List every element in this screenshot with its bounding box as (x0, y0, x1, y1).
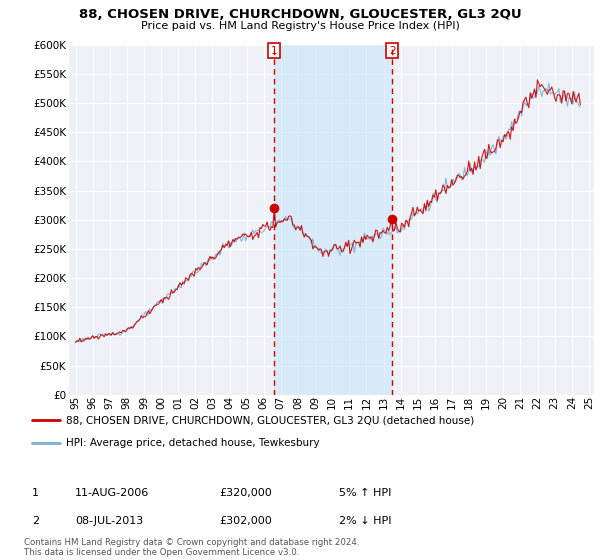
Text: £320,000: £320,000 (219, 488, 272, 498)
Text: 11-AUG-2006: 11-AUG-2006 (75, 488, 149, 498)
Text: 1: 1 (271, 45, 277, 55)
Text: Contains HM Land Registry data © Crown copyright and database right 2024.
This d: Contains HM Land Registry data © Crown c… (24, 538, 359, 557)
Text: 2% ↓ HPI: 2% ↓ HPI (339, 516, 391, 526)
Text: 2: 2 (32, 516, 39, 526)
Text: £302,000: £302,000 (219, 516, 272, 526)
Text: Price paid vs. HM Land Registry's House Price Index (HPI): Price paid vs. HM Land Registry's House … (140, 21, 460, 31)
Text: 1: 1 (32, 488, 39, 498)
Text: 88, CHOSEN DRIVE, CHURCHDOWN, GLOUCESTER, GL3 2QU (detached house): 88, CHOSEN DRIVE, CHURCHDOWN, GLOUCESTER… (66, 416, 474, 426)
Text: 2: 2 (389, 45, 395, 55)
Bar (274, 45, 392, 395)
Text: 08-JUL-2013: 08-JUL-2013 (75, 516, 143, 526)
Text: 88, CHOSEN DRIVE, CHURCHDOWN, GLOUCESTER, GL3 2QU: 88, CHOSEN DRIVE, CHURCHDOWN, GLOUCESTER… (79, 8, 521, 21)
Text: 5% ↑ HPI: 5% ↑ HPI (339, 488, 391, 498)
Text: HPI: Average price, detached house, Tewkesbury: HPI: Average price, detached house, Tewk… (66, 438, 319, 448)
